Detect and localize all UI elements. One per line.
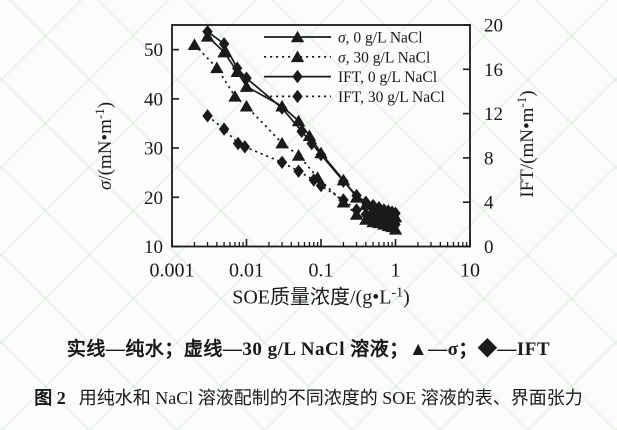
right-axis-tick-label: 0 (484, 237, 494, 258)
diamond-marker (338, 174, 349, 188)
x-axis-title: SOE质量浓度/(g•L-1) (232, 286, 410, 309)
diamond-marker (218, 37, 230, 51)
diamond-marker (276, 155, 288, 170)
triangle-marker (290, 50, 305, 63)
dual-axis-line-chart: 10 20 30 40 50 0 4 8 12 16 20 0.001 0.01 0.1 1 10 σ/(mN•… (92, 16, 538, 309)
series-ift-dotted (202, 109, 401, 232)
right-axis-tick-label: 12 (484, 104, 503, 125)
diamond-marker (292, 89, 303, 104)
triangle-marker (290, 30, 305, 43)
diamond-marker (292, 69, 303, 84)
diamond-marker (293, 164, 304, 178)
x-axis-tick-label: 0.001 (150, 260, 195, 282)
diamond-marker (306, 136, 317, 151)
diamond-marker (202, 109, 213, 123)
diamond-marker (218, 122, 230, 136)
legend: σ, 0 g/L NaCl σ, 30 g/L NaCl IFT, 0 g/L Na… (264, 30, 445, 106)
left-axis-tick-label: 50 (144, 40, 163, 61)
legend-item-label: IFT, 30 g/L NaCl (338, 89, 445, 106)
series-ift-solid (202, 24, 401, 220)
diamond-marker (231, 61, 243, 75)
diamond-marker (338, 193, 349, 207)
triangle-marker (210, 61, 224, 74)
diamond-marker (390, 206, 401, 220)
right-axis-tick-label: 20 (484, 16, 503, 37)
triangle-marker (275, 136, 289, 149)
triangle-marker (228, 90, 242, 102)
x-axis-tick-label: 1 (391, 260, 401, 282)
diamond-marker (390, 217, 401, 232)
diamond-marker (315, 147, 327, 162)
x-axis-tick-label: 0.1 (309, 260, 334, 282)
triangle-marker (187, 38, 202, 50)
right-axis-title: IFT/(mN•m-1) (514, 90, 538, 197)
right-axis-tick-label: 4 (484, 193, 494, 214)
left-axis-tick-label: 40 (144, 89, 163, 110)
diamond-marker (241, 71, 252, 85)
triangle-marker (217, 45, 231, 58)
right-axis-tick-label: 16 (484, 60, 503, 81)
triangle-marker (291, 149, 306, 161)
figure-caption-text: 用纯水和 NaCl 溶液配制的不同浓度的 SOE 溶液的表、界面张力 (78, 388, 583, 408)
left-axis-title: σ/(mN•m-1) (92, 102, 116, 190)
diamond-marker (239, 140, 251, 154)
diamond-marker (308, 173, 319, 187)
triangle-marker (239, 99, 254, 112)
x-axis-tick-label: 10 (460, 260, 480, 282)
diamond-marker (351, 203, 362, 217)
diamond-marker (296, 124, 307, 139)
series-key-caption: 实线—纯水；虚线—30 g/L NaCl 溶液；▲—σ；◆—IFT (66, 339, 551, 360)
figure-number: 图 2 (34, 388, 66, 408)
left-axis-tick-label: 10 (144, 237, 163, 258)
x-axis-tick-label: 0.01 (229, 260, 264, 282)
diamond-marker (315, 178, 327, 193)
diamond-marker (351, 188, 362, 203)
left-axis-tick-label: 20 (144, 188, 163, 209)
legend-item-label: σ, 0 g/L NaCl (338, 30, 423, 47)
diamond-marker (276, 101, 288, 115)
figure-caption: 图 2 用纯水和 NaCl 溶液配制的不同浓度的 SOE 溶液的表、界面张力 (0, 384, 617, 410)
right-axis-tick-label: 8 (484, 148, 494, 169)
left-axis-tick-label: 30 (144, 139, 163, 160)
legend-item-label: σ, 30 g/L NaCl (338, 49, 430, 66)
triangle-marker (239, 80, 254, 92)
triangle-marker (302, 129, 317, 142)
diamond-marker (202, 24, 213, 39)
axes: 10 20 30 40 50 0 4 8 12 16 20 0.001 0.01 0.1 1 10 (144, 16, 503, 282)
legend-item-label: IFT, 0 g/L NaCl (338, 69, 437, 86)
